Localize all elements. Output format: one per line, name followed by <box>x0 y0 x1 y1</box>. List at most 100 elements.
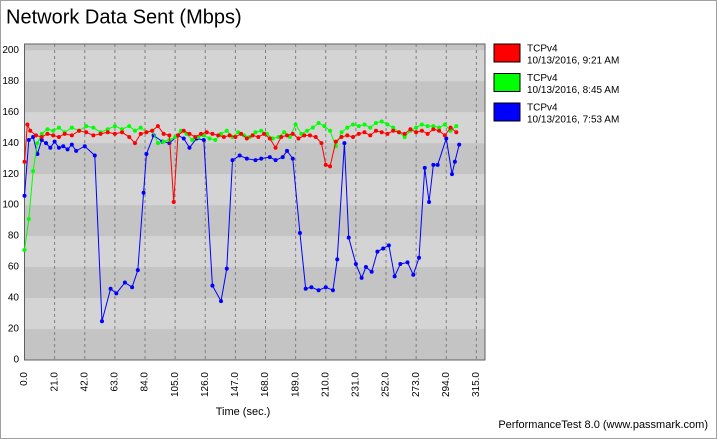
grid-band <box>24 205 485 237</box>
data-point <box>256 134 261 139</box>
data-point <box>437 128 442 133</box>
data-point <box>313 134 318 139</box>
data-point <box>427 200 432 204</box>
data-point <box>368 125 373 130</box>
plot-area <box>24 43 486 361</box>
grid-band <box>24 329 485 360</box>
data-point <box>120 127 125 132</box>
data-point <box>373 121 378 125</box>
data-point <box>273 145 278 150</box>
data-point <box>52 139 57 144</box>
data-point <box>316 121 321 125</box>
data-point <box>391 128 396 133</box>
data-point <box>82 144 87 149</box>
chart-title: Network Data Sent (Mbps) <box>6 6 242 28</box>
x-tick-label: 84.0 <box>140 372 151 392</box>
data-point <box>381 246 386 251</box>
legend-label: TCPv4 <box>527 103 558 114</box>
data-point <box>167 133 172 138</box>
data-point <box>61 144 66 149</box>
data-point <box>351 134 356 139</box>
data-point <box>112 131 117 136</box>
y-tick-label: 140 <box>2 138 19 149</box>
data-point <box>127 134 132 139</box>
data-point <box>244 136 249 141</box>
data-point <box>69 125 74 130</box>
data-point <box>201 138 206 143</box>
data-point <box>267 136 272 141</box>
data-point <box>262 131 267 136</box>
data-point <box>77 128 82 133</box>
data-point <box>259 156 264 161</box>
data-point <box>454 124 459 129</box>
data-point <box>431 162 436 167</box>
data-point <box>411 272 416 277</box>
legend-subtitle: 10/13/2016, 7:53 AM <box>527 115 619 126</box>
data-point <box>65 147 70 152</box>
data-point <box>442 122 447 127</box>
data-point <box>35 151 40 156</box>
x-axis-title: Time (sec.) <box>216 406 271 418</box>
data-point <box>181 128 186 133</box>
data-point <box>171 200 176 204</box>
data-point <box>56 125 61 130</box>
data-point <box>362 122 367 127</box>
grid-band <box>24 81 485 113</box>
data-point <box>305 128 310 133</box>
data-point <box>353 261 358 266</box>
y-tick-label: 20 <box>8 324 20 335</box>
data-point <box>302 133 307 138</box>
data-point <box>105 127 110 132</box>
y-tick-label: 0 <box>13 355 19 366</box>
data-point <box>204 130 209 135</box>
data-point <box>414 130 419 135</box>
grid-band <box>24 112 485 144</box>
data-point <box>431 124 436 129</box>
data-point <box>414 125 419 130</box>
data-point <box>138 125 143 130</box>
x-tick-label: 126.0 <box>200 372 211 397</box>
data-point <box>425 131 430 136</box>
data-point <box>33 133 38 138</box>
data-point <box>369 269 374 274</box>
x-tick-label: 42.0 <box>79 372 90 392</box>
data-point <box>237 153 242 158</box>
data-point <box>253 158 258 163</box>
legend-swatch <box>493 102 521 122</box>
y-tick-label: 100 <box>2 200 19 211</box>
data-point <box>144 130 149 135</box>
data-point <box>39 134 44 139</box>
data-point <box>419 128 424 133</box>
data-point <box>368 133 373 138</box>
data-point <box>322 124 327 129</box>
data-point <box>39 138 44 143</box>
data-point <box>26 217 31 222</box>
data-point <box>132 128 137 133</box>
grid-band <box>24 267 485 299</box>
data-point <box>351 122 356 127</box>
data-point <box>290 131 295 136</box>
data-point <box>345 133 350 138</box>
data-point <box>385 122 390 127</box>
data-point <box>22 193 27 198</box>
data-point <box>362 130 367 135</box>
data-point <box>346 235 351 240</box>
data-point <box>108 286 113 291</box>
data-point <box>386 243 391 248</box>
data-point <box>35 141 40 146</box>
series-line <box>24 122 457 203</box>
data-point <box>69 133 74 138</box>
data-point <box>267 155 272 160</box>
data-point <box>285 148 290 153</box>
data-point <box>28 128 33 133</box>
data-point <box>69 142 74 147</box>
x-tick-label: 0.0 <box>19 372 30 386</box>
data-point <box>210 283 215 288</box>
data-point <box>130 285 135 290</box>
data-point <box>155 141 160 146</box>
x-tick-label: 273.0 <box>411 372 422 397</box>
data-point <box>425 124 430 129</box>
data-point <box>293 122 298 127</box>
y-tick-label: 160 <box>2 107 19 118</box>
